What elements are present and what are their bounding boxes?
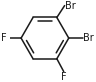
Text: Br: Br [83, 33, 94, 43]
Text: F: F [61, 72, 67, 82]
Text: F: F [1, 33, 6, 43]
Text: Br: Br [65, 1, 75, 11]
